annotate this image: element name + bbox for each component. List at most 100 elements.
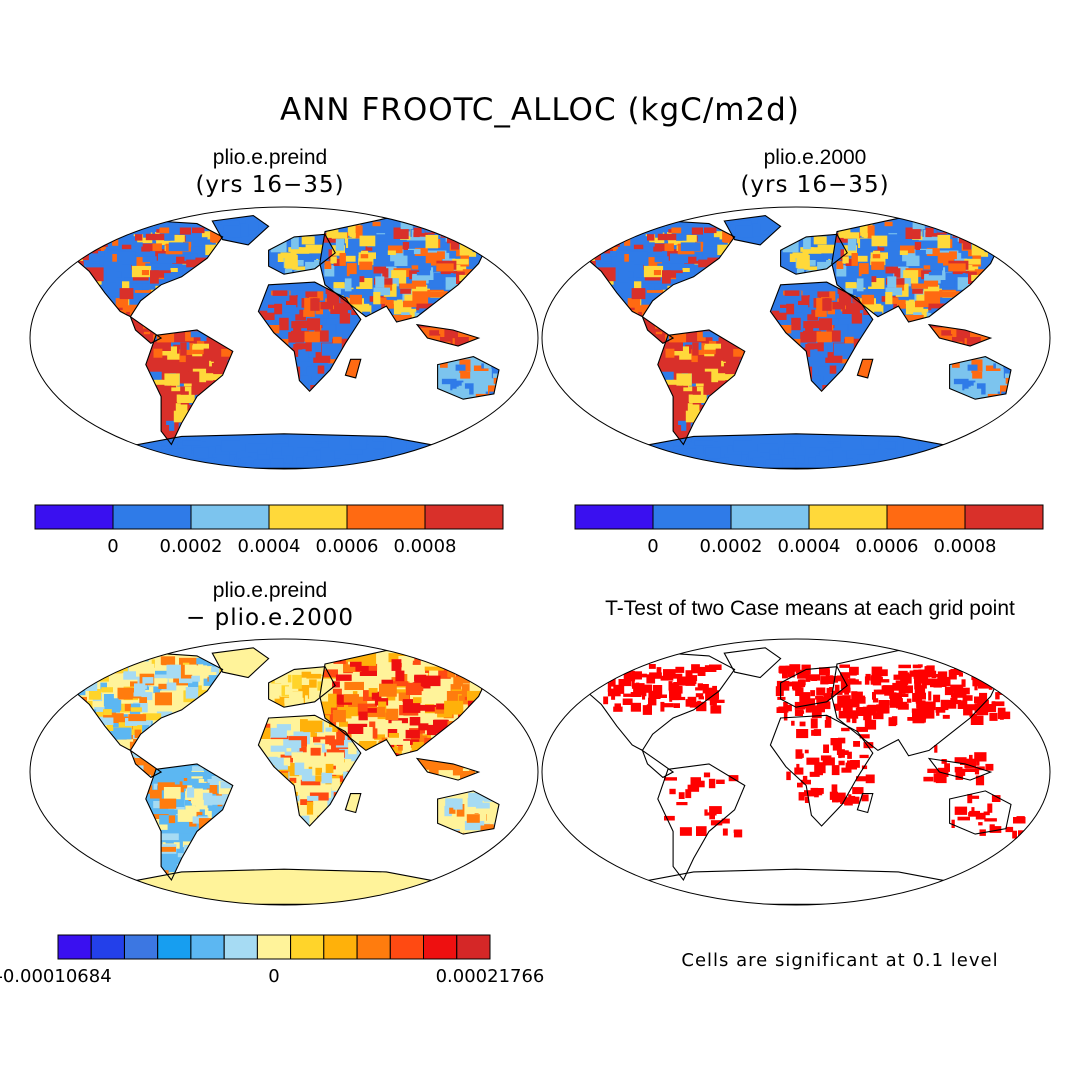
- grid-cell: [118, 444, 126, 458]
- grid-cell: [325, 763, 334, 773]
- grid-cell: [388, 245, 403, 254]
- grid-cell: [791, 317, 801, 331]
- grid-cell: [134, 683, 146, 695]
- grid-cell: [140, 893, 160, 898]
- significant-cell: [974, 682, 978, 691]
- grid-cell: [92, 249, 101, 254]
- grid-cell: [457, 896, 459, 905]
- significant-cell: [811, 710, 822, 719]
- grid-cell: [132, 724, 148, 733]
- grid-cell: [966, 445, 971, 453]
- grid-cell: [131, 283, 150, 291]
- grid-cell: [454, 445, 459, 453]
- grid-cell: [874, 245, 885, 251]
- grid-cell: [479, 243, 489, 251]
- grid-cell: [202, 773, 212, 779]
- significant-cell: [877, 689, 886, 695]
- significant-cell: [968, 762, 975, 768]
- grid-cell: [1005, 373, 1011, 378]
- grid-cell: [936, 263, 943, 271]
- grid-cell: [276, 876, 284, 889]
- significant-cell: [795, 688, 803, 695]
- significant-cell: [623, 693, 634, 697]
- grid-cell: [376, 903, 385, 905]
- coastline-newzealand: [508, 830, 526, 852]
- grid-cell: [951, 384, 963, 395]
- colorbar-swatch: [323, 934, 358, 960]
- significant-cell: [884, 705, 890, 714]
- significant-cell: [906, 674, 912, 684]
- grid-cell: [351, 464, 369, 469]
- grid-cell: [339, 438, 350, 450]
- significant-cell: [997, 679, 1005, 684]
- grid-cell: [324, 265, 335, 277]
- grid-cell: [456, 904, 459, 905]
- grid-cell: [383, 293, 398, 301]
- grid-cell: [121, 449, 137, 458]
- grid-cell: [900, 278, 911, 287]
- grid-cell: [604, 234, 616, 245]
- significant-cell: [888, 717, 897, 727]
- colorbar-label: 0.0004: [238, 536, 301, 557]
- significant-cell: [1012, 830, 1017, 839]
- grid-cell: [748, 216, 766, 224]
- colorbar-label: 0.0006: [316, 536, 379, 557]
- significant-cell: [864, 719, 877, 730]
- significant-cell: [733, 829, 742, 833]
- significant-cell: [890, 698, 903, 708]
- grid-cell: [134, 888, 150, 899]
- grid-cell: [434, 698, 446, 707]
- grid-cell: [355, 663, 369, 672]
- grid-cell: [143, 460, 158, 469]
- grid-cell: [900, 308, 911, 318]
- grid-cell: [792, 455, 805, 464]
- grid-cell: [320, 739, 330, 744]
- grid-cell: [220, 781, 233, 789]
- colorbar-label: 0.0002: [700, 536, 763, 557]
- grid-cells-newzealand: [512, 397, 525, 416]
- grid-cell: [671, 227, 682, 234]
- grid-cell: [192, 782, 210, 789]
- grid-cell: [277, 253, 288, 262]
- significant-cell: [842, 695, 851, 704]
- grid-cell: [432, 457, 440, 464]
- grid-cell: [971, 222, 981, 234]
- significant-cell: [820, 676, 829, 685]
- grid-cell: [190, 237, 208, 247]
- grid-cell: [966, 452, 971, 465]
- significant-cell: [954, 757, 967, 763]
- grid-cell: [807, 343, 822, 350]
- grid-cell: [420, 675, 441, 687]
- grid-cell: [424, 666, 444, 671]
- grid-cell: [491, 365, 499, 379]
- grid-cell: [618, 270, 628, 283]
- grid-cell: [851, 313, 863, 324]
- significant-cell: [630, 692, 642, 697]
- significant-cell: [806, 757, 820, 765]
- grid-cell: [250, 662, 261, 669]
- significant-cell: [962, 687, 970, 695]
- grid-cell: [306, 801, 314, 815]
- grid-cell: [166, 682, 177, 691]
- significant-cell: [963, 708, 970, 716]
- grid-cell: [300, 799, 314, 805]
- grid-cell: [438, 902, 446, 905]
- grid-cell: [258, 454, 270, 460]
- grid-cell: [428, 280, 443, 288]
- grid-cell: [622, 298, 641, 308]
- significant-cell: [631, 683, 645, 689]
- grid-cell: [164, 273, 177, 280]
- significant-cell: [824, 668, 830, 674]
- grid-cell: [985, 380, 999, 387]
- grid-cell: [843, 232, 860, 239]
- grid-cell: [349, 370, 361, 378]
- grid-cell: [321, 343, 342, 356]
- grid-cell: [335, 762, 355, 771]
- grid-cell: [950, 371, 961, 384]
- grid-cell: [463, 669, 478, 675]
- grid-cell: [432, 901, 440, 905]
- significant-cell: [957, 771, 966, 776]
- grid-cell: [315, 771, 324, 782]
- grid-cell: [891, 297, 899, 304]
- grid-cell: [296, 457, 307, 469]
